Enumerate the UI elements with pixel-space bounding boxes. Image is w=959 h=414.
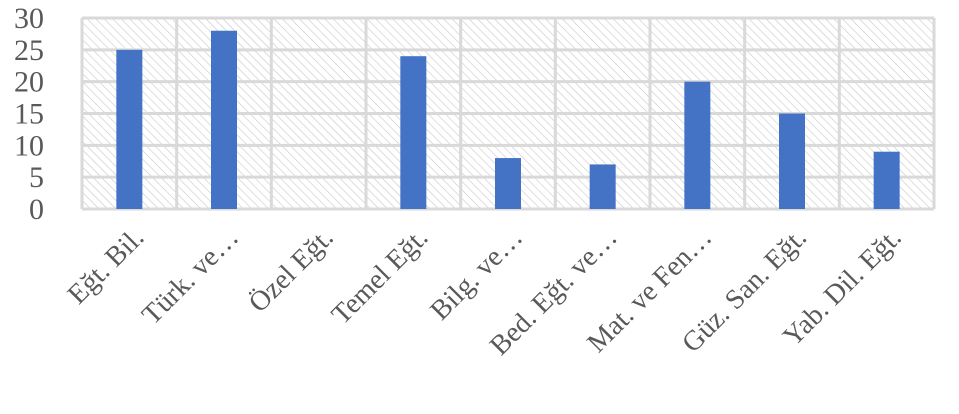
bar-8 xyxy=(873,151,900,209)
x-category-label-1: Türk. ve… xyxy=(136,222,245,331)
y-tick-label-2: 10 xyxy=(14,129,44,162)
y-tick-label-3: 15 xyxy=(14,98,44,131)
x-category-label-2: Özel Eğt. xyxy=(243,222,340,319)
bar-3 xyxy=(400,56,427,210)
bar-4 xyxy=(495,158,521,209)
x-axis-labels: Eğt. Bil.Türk. ve…Özel Eğt.Temel Eğt.Bil… xyxy=(62,222,908,362)
y-tick-label-4: 20 xyxy=(14,66,44,99)
bar-1 xyxy=(211,30,237,209)
y-tick-label-0: 0 xyxy=(29,193,44,226)
bar-7 xyxy=(779,113,805,209)
bar-6 xyxy=(684,81,711,209)
bars xyxy=(116,30,900,210)
x-category-label-0: Eğt. Bil. xyxy=(62,222,150,310)
x-category-label-3: Temel Eğt. xyxy=(326,222,435,331)
bar-0 xyxy=(116,49,143,210)
y-tick-label-5: 25 xyxy=(14,34,44,67)
y-tick-label-6: 30 xyxy=(14,2,44,35)
y-tick-label-1: 5 xyxy=(29,161,44,194)
bar-5 xyxy=(589,164,616,209)
